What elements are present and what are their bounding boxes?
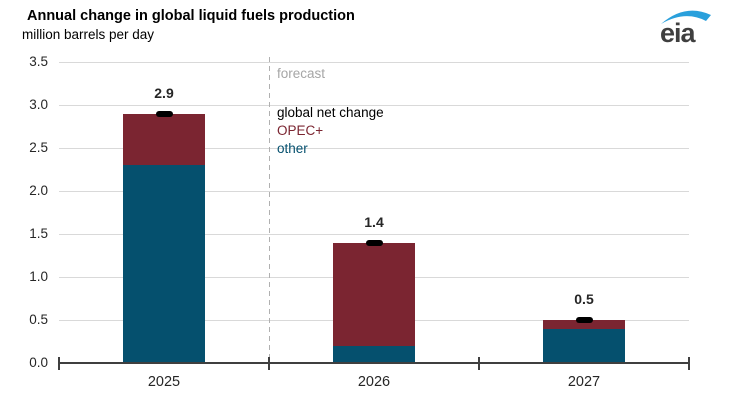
x-axis-tick (478, 357, 480, 370)
eia-swoosh-icon (661, 10, 711, 24)
legend-item-other: other (277, 141, 308, 156)
y-tick-label: 1.5 (29, 226, 48, 241)
forecast-label: forecast (277, 66, 326, 81)
x-axis-label-2026: 2026 (357, 374, 391, 390)
gridline (59, 233, 689, 235)
eia-logo: eia (657, 6, 715, 48)
legend-item-opec-plus: OPEC+ (277, 123, 324, 138)
forecast-divider-line (268, 57, 270, 363)
bar-segment-opec--2026 (333, 242, 415, 346)
net-change-marker-2027 (575, 317, 593, 323)
y-tick-label: 2.0 (29, 183, 48, 198)
gridline (59, 61, 689, 63)
eia-logo-text: eia (660, 18, 696, 48)
x-axis-tick (58, 357, 60, 370)
chart-title: Annual change in global liquid fuels pro… (27, 8, 355, 24)
gridline (59, 190, 689, 192)
bar-segment-other-2026 (333, 345, 415, 363)
net-change-marker-2025 (155, 110, 173, 117)
x-axis-tick (268, 357, 270, 370)
y-tick-label: 1.0 (29, 269, 48, 284)
y-tick-label: 0.0 (29, 355, 48, 370)
x-axis-label-2027: 2027 (567, 374, 601, 390)
bar-segment-other-2027 (543, 328, 625, 363)
gridline (59, 104, 689, 106)
y-tick-label: 3.0 (29, 97, 48, 112)
net-change-value-label-2026: 1.4 (364, 213, 384, 230)
y-tick-label: 2.5 (29, 140, 48, 155)
bar-segment-opec--2025 (123, 113, 205, 166)
bar-segment-opec--2027 (543, 320, 625, 329)
y-tick-label: 3.5 (29, 54, 48, 69)
net-change-value-label-2027: 0.5 (574, 291, 594, 307)
x-axis-line (59, 362, 690, 364)
chart-subtitle: million barrels per day (22, 27, 155, 42)
x-axis-label-2025: 2025 (147, 374, 181, 390)
y-tick-label: 0.5 (29, 312, 48, 327)
legend-item-global-net-change: global net change (277, 105, 384, 120)
bar-segment-other-2025 (123, 165, 205, 363)
gridline (59, 147, 689, 149)
net-change-marker-2026 (365, 239, 383, 246)
net-change-value-label-2025: 2.9 (154, 84, 174, 101)
x-axis-tick (688, 357, 690, 370)
legend: global net change OPEC+ other (277, 104, 384, 158)
